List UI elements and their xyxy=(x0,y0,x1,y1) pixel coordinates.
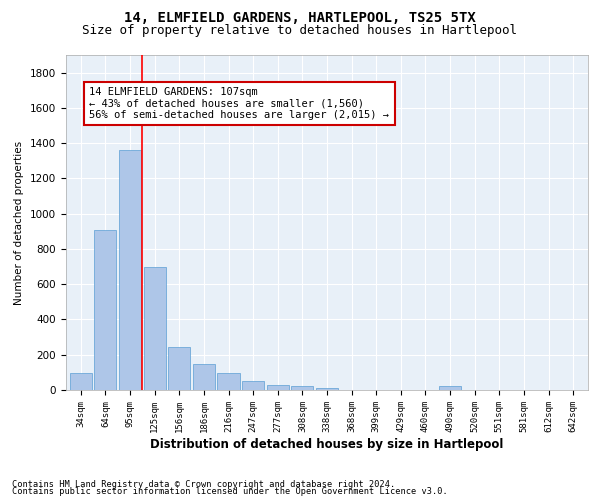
Text: 14, ELMFIELD GARDENS, HARTLEPOOL, TS25 5TX: 14, ELMFIELD GARDENS, HARTLEPOOL, TS25 5… xyxy=(124,11,476,25)
Bar xyxy=(242,381,264,390)
Text: Contains public sector information licensed under the Open Government Licence v3: Contains public sector information licen… xyxy=(12,487,448,496)
Y-axis label: Number of detached properties: Number of detached properties xyxy=(14,140,25,304)
Bar xyxy=(439,386,461,390)
Bar xyxy=(193,364,215,390)
Bar xyxy=(291,386,313,390)
Bar xyxy=(143,266,166,390)
Text: Size of property relative to detached houses in Hartlepool: Size of property relative to detached ho… xyxy=(83,24,517,37)
Bar xyxy=(119,150,141,390)
Bar xyxy=(266,385,289,390)
Bar xyxy=(168,347,190,390)
Bar xyxy=(94,230,116,390)
Bar xyxy=(217,373,239,390)
Text: 14 ELMFIELD GARDENS: 107sqm
← 43% of detached houses are smaller (1,560)
56% of : 14 ELMFIELD GARDENS: 107sqm ← 43% of det… xyxy=(89,86,389,120)
X-axis label: Distribution of detached houses by size in Hartlepool: Distribution of detached houses by size … xyxy=(151,438,503,450)
Bar xyxy=(316,388,338,390)
Text: Contains HM Land Registry data © Crown copyright and database right 2024.: Contains HM Land Registry data © Crown c… xyxy=(12,480,395,489)
Bar xyxy=(70,373,92,390)
